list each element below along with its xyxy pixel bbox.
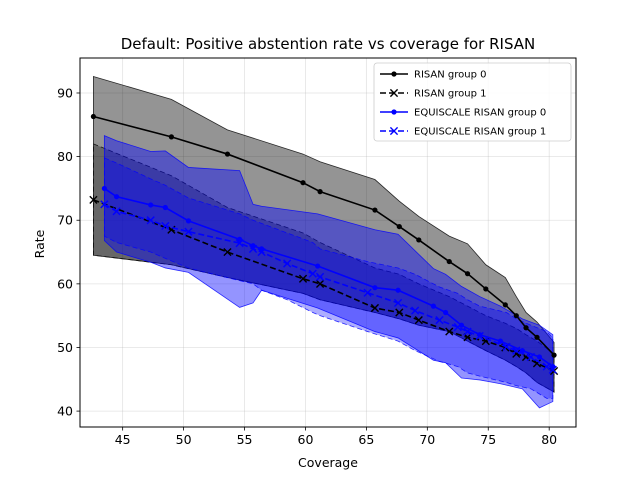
data-point [161, 221, 170, 231]
data-point [430, 303, 437, 309]
data-point [298, 274, 308, 283]
x-tick-label: 80 [541, 432, 557, 447]
x-axis-label: Coverage [298, 455, 358, 470]
y-tick-label: 90 [57, 85, 73, 100]
data-point [162, 204, 168, 211]
plot-frame [79, 57, 577, 428]
data-point [315, 272, 325, 281]
data-point [463, 327, 472, 336]
data-point [100, 200, 109, 209]
data-point [475, 331, 484, 341]
data-point [502, 342, 511, 351]
series-line [93, 115, 555, 356]
data-point [90, 113, 97, 120]
data-point [363, 288, 372, 297]
data-point [395, 308, 404, 317]
data-point [248, 244, 258, 253]
data-point [148, 202, 154, 208]
legend-marker [391, 109, 397, 115]
y-tick-label: 60 [57, 276, 73, 291]
legend-label: EQUISCALE RISAN group 1 [414, 127, 546, 138]
data-point [372, 285, 378, 291]
legend-marker [391, 71, 397, 77]
y-axis-label: Rate [32, 229, 47, 258]
confidence-band [103, 157, 554, 399]
data-point [224, 151, 231, 157]
data-point [317, 189, 323, 195]
tick-layer: 45 50 55 60 65 70 75 80 40 50 60 70 80 90 [57, 85, 557, 447]
data-point [396, 223, 402, 230]
x-tick-label: 70 [419, 432, 435, 447]
data-point [464, 271, 471, 277]
x-tick-label: 75 [480, 432, 496, 447]
data-point [534, 334, 540, 340]
data-point [512, 346, 521, 355]
data-point [526, 352, 536, 362]
data-point [370, 303, 380, 313]
legend-label: RISAN group 0 [414, 70, 487, 81]
data-point [542, 362, 551, 371]
data-point [308, 269, 317, 278]
legend: RISAN group 0 RISAN group 1 EQUISCALE RISA… [373, 62, 572, 142]
confidence-band [103, 135, 554, 409]
data-point [101, 185, 107, 192]
data-point [453, 323, 462, 332]
legend-marker [389, 88, 399, 98]
data-point [411, 306, 420, 315]
data-point [445, 327, 454, 336]
y-tick-label: 50 [57, 340, 73, 355]
chart-title: Default: Positive abstention rate vs cov… [121, 35, 536, 53]
data-point [512, 349, 521, 358]
data-point [443, 309, 449, 316]
data-point [536, 354, 543, 360]
data-point [237, 236, 243, 242]
data-point [497, 338, 504, 344]
data-point [532, 359, 542, 368]
data-point [446, 258, 452, 265]
data-point [416, 237, 422, 243]
data-point [523, 325, 529, 331]
data-point [393, 298, 403, 308]
x-tick-label: 50 [176, 432, 192, 447]
data-point [372, 207, 378, 213]
data-point [315, 263, 321, 269]
data-point [300, 180, 306, 186]
data-point [483, 286, 489, 292]
data-point [548, 365, 557, 374]
data-point [235, 239, 244, 248]
y-tick-label: 70 [57, 213, 73, 228]
legend-marker [389, 126, 399, 136]
x-tick-label: 45 [115, 432, 131, 447]
data-point [315, 279, 325, 288]
data-point [395, 287, 401, 293]
data-point [257, 247, 266, 257]
data-point [283, 259, 292, 268]
x-tick-label: 55 [237, 432, 253, 447]
y-tick-label: 80 [57, 149, 73, 164]
x-tick-label: 60 [298, 432, 314, 447]
data-point [551, 352, 557, 358]
series-line [93, 199, 555, 372]
data-point [113, 194, 120, 200]
data-point [502, 302, 508, 308]
data-point [89, 195, 98, 204]
data-point [223, 247, 232, 257]
legend-label: EQUISCALE RISAN group 0 [414, 108, 546, 119]
data-point [184, 227, 193, 236]
data-point [513, 313, 519, 319]
y-tick-label: 40 [57, 404, 73, 419]
data-point [146, 216, 155, 225]
legend-box [373, 62, 572, 142]
line-layer [89, 113, 559, 376]
x-tick-label: 65 [358, 432, 374, 447]
data-point [435, 316, 444, 325]
data-point [414, 316, 423, 325]
data-point [168, 134, 175, 140]
data-point [185, 218, 192, 224]
legend-label: RISAN group 1 [414, 89, 487, 100]
data-point [112, 207, 121, 216]
